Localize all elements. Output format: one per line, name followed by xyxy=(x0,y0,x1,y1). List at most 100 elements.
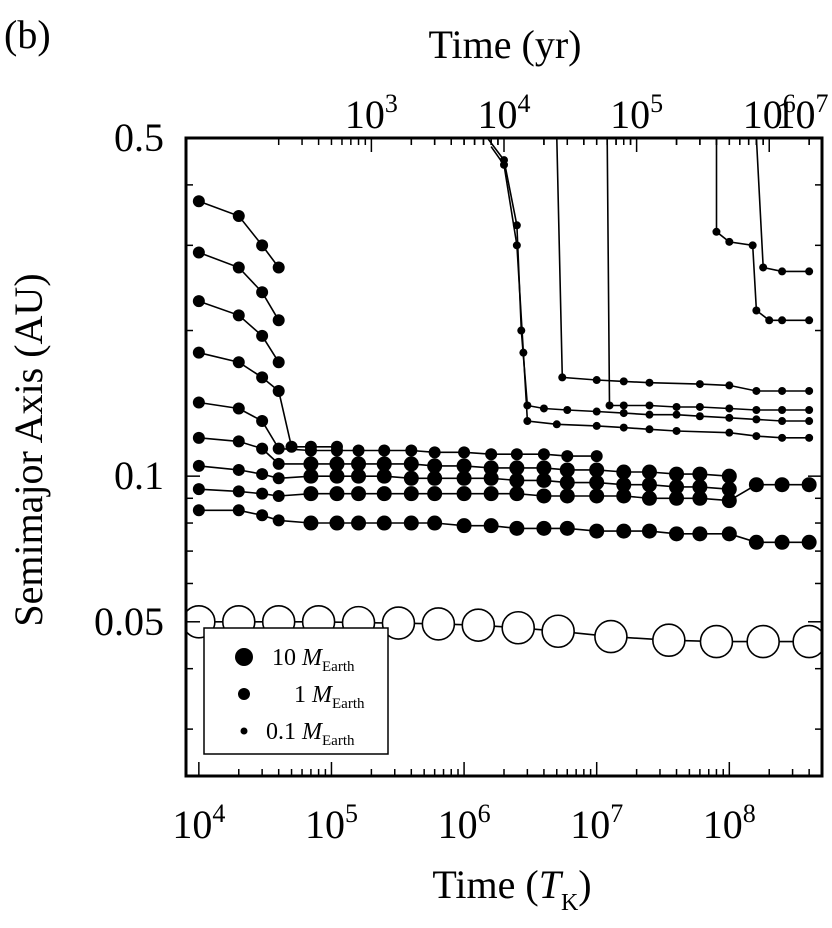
outer-point-0-6 xyxy=(563,406,572,415)
inner-point-3-7 xyxy=(376,456,392,472)
outer-point-2-8 xyxy=(778,386,787,395)
inner-point-1-23 xyxy=(801,477,817,493)
inner-point-3-1 xyxy=(232,435,245,448)
outer-point-5-3 xyxy=(805,267,814,276)
inner-point-0-2 xyxy=(256,509,269,522)
gas-giant-point-13 xyxy=(746,624,780,659)
inner-point-0-5 xyxy=(329,515,345,531)
inner-point-0-20 xyxy=(721,526,737,542)
inner-point-5-3 xyxy=(272,384,285,397)
inner-point-1-11 xyxy=(483,486,499,502)
inner-track-4 xyxy=(198,401,597,457)
outer-point-5-2 xyxy=(778,267,787,276)
inner-point-0-9 xyxy=(427,515,443,531)
inner-point-7-3 xyxy=(272,314,285,327)
inner-point-4-7 xyxy=(378,444,391,457)
gas-giant-point-9 xyxy=(541,614,575,649)
inner-point-3-4 xyxy=(303,456,319,472)
outer-point-1-3 xyxy=(519,348,528,357)
inner-point-3-20 xyxy=(721,468,737,484)
outer-point-0-14 xyxy=(778,417,787,426)
inner-point-4-2 xyxy=(256,415,269,428)
inner-point-4-1 xyxy=(232,402,245,415)
inner-point-0-15 xyxy=(589,523,605,539)
outer-point-0-11 xyxy=(695,412,704,421)
outer-track-2 xyxy=(556,138,810,392)
inner-point-4-0 xyxy=(192,396,205,409)
inner-point-2-7 xyxy=(376,468,392,484)
inner-point-1-1 xyxy=(232,485,245,498)
x-tick-label: 105 xyxy=(305,799,358,847)
inner-point-5-6 xyxy=(330,440,343,453)
inner-point-4-14 xyxy=(561,450,574,463)
inner-point-3-11 xyxy=(483,460,499,476)
outer-point-0-10 xyxy=(672,410,681,419)
outer-point-3-3 xyxy=(645,401,654,410)
inner-point-2-9 xyxy=(427,470,443,486)
inner-point-2-2 xyxy=(256,468,269,481)
inner-point-3-0 xyxy=(192,431,205,444)
inner-point-4-12 xyxy=(510,448,523,461)
inner-point-1-10 xyxy=(456,486,472,502)
inner-point-0-16 xyxy=(616,523,632,539)
outer-point-0-15 xyxy=(805,417,814,426)
inner-point-0-14 xyxy=(559,520,575,536)
inner-point-1-3 xyxy=(272,489,285,502)
outer-point-1-9 xyxy=(672,426,681,435)
inner-point-3-16 xyxy=(616,464,632,480)
inner-point-3-19 xyxy=(692,466,708,482)
outer-point-1-6 xyxy=(592,421,601,430)
bottom-axis-title: Time (TK) xyxy=(432,862,591,916)
inner-point-0-3 xyxy=(272,514,285,527)
inner-point-1-7 xyxy=(376,486,392,502)
outer-point-4-2 xyxy=(725,237,734,246)
inner-point-1-16 xyxy=(616,488,632,504)
outer-point-4-1 xyxy=(712,227,721,236)
inner-point-3-2 xyxy=(256,442,269,455)
inner-point-5-1 xyxy=(232,356,245,369)
inner-point-3-3 xyxy=(272,457,285,470)
inner-point-1-4 xyxy=(303,486,319,502)
inner-point-3-17 xyxy=(641,464,657,480)
gas-giant-point-10 xyxy=(594,619,628,654)
inner-point-3-14 xyxy=(559,462,575,478)
legend-box xyxy=(203,627,389,755)
inner-point-4-13 xyxy=(537,448,550,461)
y-axis-title: Semimajor Axis (AU) xyxy=(6,273,51,626)
inner-point-1-18 xyxy=(669,490,685,506)
legend-marker-medium xyxy=(238,688,250,700)
outer-point-1-5 xyxy=(552,420,561,429)
inner-point-2-20 xyxy=(721,481,737,497)
inner-point-1-19 xyxy=(692,490,708,506)
outer-point-3-5 xyxy=(695,402,704,411)
inner-point-6-3 xyxy=(272,356,285,369)
outer-point-2-7 xyxy=(752,386,761,395)
inner-point-6-1 xyxy=(232,309,245,322)
panel-label: (b) xyxy=(4,12,51,57)
inner-point-8-3 xyxy=(272,261,285,274)
outer-point-3-7 xyxy=(752,406,761,415)
inner-point-2-10 xyxy=(456,470,472,486)
legend: 10 MEarth 1 MEarth 0.1 MEarth xyxy=(203,627,389,755)
inner-point-1-8 xyxy=(403,486,419,502)
inner-point-3-6 xyxy=(351,456,367,472)
outer-point-2-9 xyxy=(805,386,814,395)
inner-point-0-0 xyxy=(192,504,205,517)
outer-point-4-3 xyxy=(748,241,757,250)
x-tick-label: 108 xyxy=(703,799,756,847)
inner-point-2-4 xyxy=(303,468,319,484)
gas-giant-point-8 xyxy=(501,610,536,645)
gas-giant-point-7 xyxy=(461,608,496,642)
inner-point-1-20 xyxy=(721,493,737,509)
legend-marker-small xyxy=(240,727,248,735)
inner-point-0-6 xyxy=(351,515,367,531)
inner-track-7 xyxy=(198,251,280,321)
inner-point-0-12 xyxy=(509,520,525,536)
inner-point-0-1 xyxy=(232,504,245,517)
inner-point-0-23 xyxy=(801,534,817,550)
top-tick-label: 107 xyxy=(776,89,829,137)
inner-point-5-5 xyxy=(304,440,317,453)
inner-point-2-17 xyxy=(641,477,657,493)
inner-point-3-12 xyxy=(509,460,525,476)
inner-point-1-22 xyxy=(774,477,790,493)
